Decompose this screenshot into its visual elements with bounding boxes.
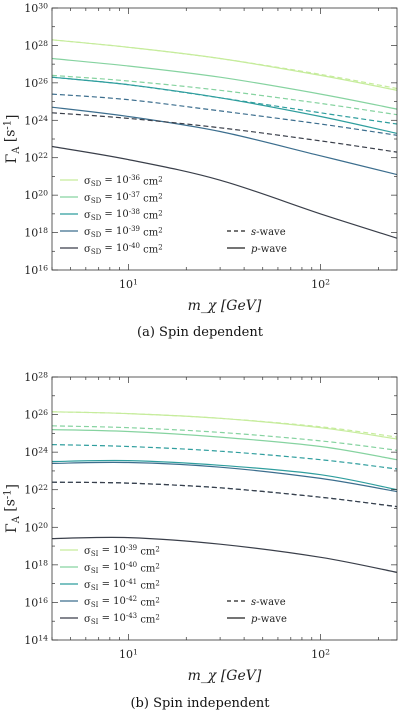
- y-tick-label: 1018: [24, 558, 48, 571]
- y-tick-label: 1018: [24, 226, 48, 239]
- series-line-4-solid: [52, 459, 397, 491]
- legend-label: σSD = 10-36 cm2: [84, 174, 163, 188]
- legend-label: σSI = 10-43 cm2: [84, 612, 160, 626]
- y-tick-label: 1016: [24, 264, 48, 277]
- series-group: [52, 39, 397, 239]
- series-line-4-solid: [52, 76, 397, 134]
- series-line-3-dashed: [52, 74, 397, 116]
- series-line-5-dashed: [52, 76, 397, 125]
- y-tick-label: 1016: [24, 596, 48, 609]
- y-tick-label: 1022: [24, 483, 48, 496]
- series-line-3-dashed: [52, 425, 397, 451]
- y-axis-label: ΓA [s-1]: [2, 484, 22, 533]
- y-tick-label: 1014: [24, 634, 48, 647]
- x-axis-label: m_χ [GeV]: [188, 668, 262, 684]
- series-line-9-dashed: [52, 481, 397, 508]
- y-tick-label: 1030: [24, 2, 48, 15]
- y-tick-label: 1028: [24, 371, 48, 384]
- y-tick-label: 1024: [24, 446, 48, 459]
- legend-label: σSD = 10-37 cm2: [84, 191, 163, 205]
- series-line-8-solid: [52, 145, 397, 239]
- series-line-2-solid: [52, 57, 397, 110]
- y-tick-label: 1028: [24, 39, 48, 52]
- y-tick-label: 1024: [24, 114, 48, 127]
- x-axis-label: m_χ [GeV]: [188, 298, 262, 314]
- y-tick-label: 1026: [24, 408, 48, 421]
- style-legend-label: p-wave: [251, 614, 287, 625]
- legend-label: σSI = 10-40 cm2: [84, 561, 160, 575]
- x-tick-label: 102: [311, 278, 330, 291]
- figure-caption: (b) Spin independent: [130, 696, 270, 711]
- legend-label: σSI = 10-41 cm2: [84, 578, 160, 592]
- series-line-8-solid: [52, 536, 397, 573]
- y-tick-label: 1020: [24, 189, 48, 202]
- series-line-0-solid: [52, 411, 397, 440]
- series-line-1-dashed: [52, 39, 397, 90]
- chart-panel-spin-independent: 1014 1016 1018 1020 1022 1024 1026 1028 101 102 m_…: [2, 371, 398, 711]
- legend-label: σSI = 10-39 cm2: [84, 544, 160, 558]
- series-line-1-dashed: [52, 411, 397, 438]
- series-line-6-solid: [52, 461, 397, 493]
- legend-label: σSD = 10-39 cm2: [84, 225, 163, 239]
- y-axis-label: ΓA [s-1]: [2, 115, 22, 164]
- series-group: [52, 411, 397, 573]
- legend-label: σSD = 10-40 cm2: [84, 242, 163, 256]
- figure-caption: (a) Spin dependent: [137, 325, 264, 340]
- x-tick-label: 101: [119, 648, 138, 661]
- legend-label: σSD = 10-38 cm2: [84, 208, 163, 222]
- y-tick-label: 1026: [24, 76, 48, 89]
- series-line-9-dashed: [52, 112, 397, 153]
- y-tick-label: 1020: [24, 521, 48, 534]
- y-tick-label: 1022: [24, 151, 48, 164]
- x-tick-label: 102: [311, 648, 330, 661]
- series-line-6-solid: [52, 106, 397, 176]
- style-legend-label: p-wave: [251, 244, 287, 255]
- style-legend-label: s-wave: [251, 597, 286, 608]
- chart-panel-spin-dependent: 1016 1018 1020 1022 1024 1026 1028 1030 101 102 m_…: [2, 2, 398, 340]
- x-tick-label: 101: [119, 278, 138, 291]
- series-line-2-solid: [52, 429, 397, 461]
- series-line-5-dashed: [52, 444, 397, 470]
- series-line-7-dashed: [52, 93, 397, 136]
- legend-label: σSI = 10-42 cm2: [84, 595, 160, 609]
- series-line-0-solid: [52, 39, 397, 91]
- series-line-7-dashed: [52, 481, 397, 508]
- style-legend-label: s-wave: [251, 227, 286, 238]
